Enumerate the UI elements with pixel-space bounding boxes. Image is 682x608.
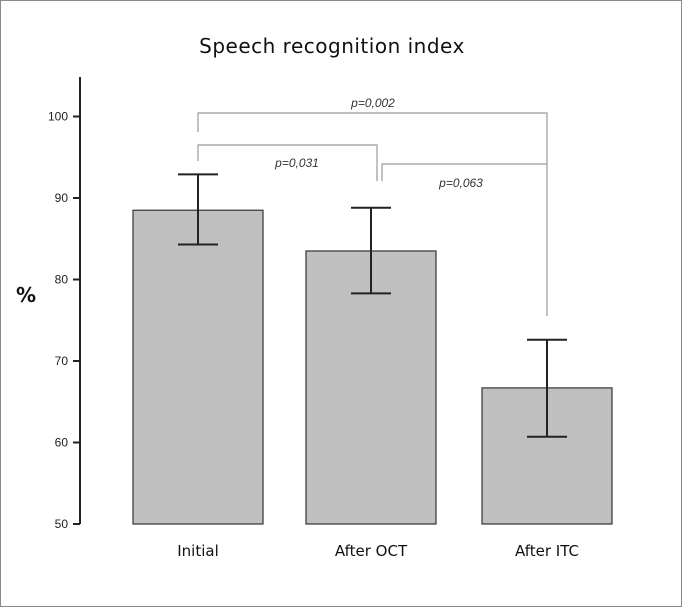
y-tick-label: 60: [55, 436, 69, 450]
significance-bracket: [381, 163, 547, 181]
plot-area: 50 60 70 80 90 100 Initial After OCT After ITC p=…: [48, 96, 613, 560]
significance-bracket: [197, 112, 548, 316]
y-tick-label: 80: [55, 273, 69, 287]
p-value-label: p=0,002: [350, 96, 395, 110]
bar: [132, 209, 264, 525]
significance-bracket: [197, 144, 378, 181]
y-tick-label: 70: [55, 354, 69, 368]
y-tick-label: 100: [48, 110, 68, 124]
y-tick-label: 50: [55, 517, 69, 531]
y-axis-label: %: [16, 283, 36, 307]
x-category-label: After ITC: [515, 542, 579, 560]
p-value-label: p=0,063: [438, 176, 483, 190]
p-value-label: p=0,031: [274, 156, 319, 170]
x-category-label: Initial: [177, 542, 219, 560]
x-category-label: After OCT: [335, 542, 408, 560]
chart-title: Speech recognition index: [199, 34, 465, 58]
y-tick-label: 90: [55, 191, 69, 205]
